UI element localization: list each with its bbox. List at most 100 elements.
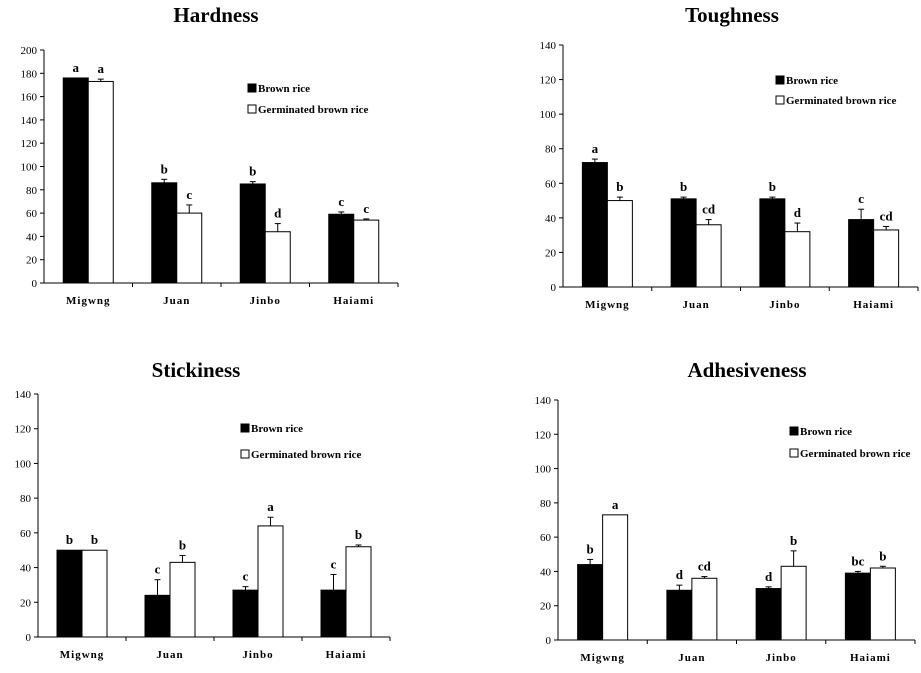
stickiness-bar-germinated-brown-rice (81, 549, 108, 638)
stickiness-legend-label: Brown rice (251, 423, 303, 435)
adhesiveness-title: Adhesiveness (687, 358, 806, 382)
toughness-bar-brown-rice (848, 219, 875, 288)
stickiness-y-tick-label: 40 (20, 563, 32, 575)
stickiness-significance-label: b (66, 532, 73, 547)
adhesiveness-bar-germinated-brown-rice (691, 577, 718, 641)
stickiness-y-tick-label: 80 (20, 493, 32, 505)
toughness-significance-label: cd (880, 209, 894, 224)
hardness-bar-brown-rice (151, 182, 178, 284)
toughness-significance-label: c (858, 191, 864, 206)
hardness-bar-brown-rice (328, 213, 355, 284)
adhesiveness-significance-label: b (879, 548, 886, 563)
chart-hardness: Hardness 0 20 40 60 80 100 120 140 160 180 200 Migwn… (21, 3, 399, 307)
stickiness-legend-swatch (240, 449, 250, 459)
stickiness-bar-brown-rice (320, 589, 347, 638)
stickiness-significance-label: b (355, 527, 362, 542)
stickiness-bar-germinated-brown-rice (169, 561, 196, 638)
hardness-category-label: Haiami (333, 295, 374, 307)
stickiness-y-tick-label: 120 (15, 424, 32, 436)
hardness-y-tick-label: 0 (32, 278, 38, 290)
adhesiveness-y-tick-label: 80 (540, 498, 552, 510)
stickiness-category-label: Jinbo (242, 649, 273, 661)
hardness-bar-brown-rice (239, 183, 266, 284)
stickiness-y-tick-label: 140 (15, 389, 32, 401)
toughness-significance-label: b (769, 179, 776, 194)
toughness-significance-label: cd (702, 202, 716, 217)
hardness-bar-germinated-brown-rice (87, 80, 114, 284)
toughness-bar-brown-rice (759, 198, 786, 288)
chart-adhesiveness: Adhesiveness 0 20 40 60 80 100 120 140 Migwng b a Ju… (535, 358, 916, 664)
toughness-significance-label: b (616, 179, 623, 194)
toughness-y-tick-label: 140 (540, 40, 557, 52)
hardness-legend-swatch (247, 83, 257, 93)
hardness-legend-label: Brown rice (258, 83, 310, 95)
hardness-y-tick-label: 160 (21, 92, 38, 104)
adhesiveness-legend-label: Brown rice (800, 426, 852, 438)
adhesiveness-significance-label: bc (851, 553, 864, 568)
adhesiveness-bar-germinated-brown-rice (869, 567, 896, 641)
toughness-y-tick-label: 60 (545, 178, 557, 190)
stickiness-category-label: Migwng (60, 649, 105, 661)
stickiness-bar-germinated-brown-rice (257, 525, 284, 638)
chart-toughness: Toughness 0 20 40 60 80 100 120 140 Migwng a b Juan b… (540, 3, 919, 311)
hardness-y-tick-label: 40 (26, 231, 38, 243)
hardness-y-tick-label: 80 (26, 185, 38, 197)
stickiness-bar-brown-rice (232, 589, 259, 638)
stickiness-bar-brown-rice (56, 549, 83, 638)
adhesiveness-y-tick-label: 100 (535, 464, 552, 476)
stickiness-significance-label: c (155, 562, 161, 577)
adhesiveness-significance-label: a (612, 497, 619, 512)
hardness-category-label: Migwng (66, 295, 111, 307)
toughness-legend-swatch (775, 75, 785, 85)
adhesiveness-significance-label: b (587, 541, 594, 556)
stickiness-title: Stickiness (152, 358, 241, 382)
adhesiveness-significance-label: d (765, 569, 773, 584)
stickiness-y-tick-label: 20 (20, 597, 32, 609)
stickiness-significance-label: c (243, 569, 249, 584)
stickiness-category-label: Juan (156, 649, 183, 661)
hardness-bar-germinated-brown-rice (353, 219, 380, 284)
hardness-y-tick-label: 60 (26, 208, 38, 220)
hardness-y-tick-label: 120 (21, 138, 38, 150)
stickiness-significance-label: b (179, 537, 186, 552)
toughness-y-tick-label: 80 (545, 144, 557, 156)
adhesiveness-category-label: Migwng (580, 652, 625, 664)
adhesiveness-y-tick-label: 60 (540, 532, 552, 544)
adhesiveness-legend-swatch (789, 426, 799, 436)
hardness-y-tick-label: 100 (21, 162, 38, 174)
hardness-significance-label: d (274, 206, 282, 221)
adhesiveness-y-tick-label: 20 (540, 601, 552, 613)
toughness-title: Toughness (685, 3, 779, 27)
adhesiveness-category-label: Juan (678, 652, 705, 664)
toughness-significance-label: b (680, 179, 687, 194)
toughness-category-label: Haiami (853, 299, 894, 311)
hardness-category-label: Juan (163, 295, 190, 307)
toughness-y-tick-label: 40 (545, 213, 557, 225)
stickiness-category-label: Haiami (326, 649, 367, 661)
adhesiveness-significance-label: cd (698, 559, 712, 574)
hardness-y-tick-label: 20 (26, 255, 38, 267)
adhesiveness-legend-label: Germinated brown rice (800, 448, 911, 460)
toughness-category-label: Jinbo (769, 299, 800, 311)
toughness-y-tick-label: 20 (545, 247, 557, 259)
hardness-significance-label: b (249, 164, 256, 179)
adhesiveness-y-tick-label: 40 (540, 566, 552, 578)
adhesiveness-category-label: Haiami (850, 652, 891, 664)
toughness-y-tick-label: 100 (540, 109, 557, 121)
toughness-y-tick-label: 120 (540, 75, 557, 87)
adhesiveness-y-tick-label: 0 (546, 635, 552, 647)
toughness-bar-germinated-brown-rice (873, 229, 900, 288)
adhesiveness-bar-brown-rice (666, 589, 693, 641)
hardness-bar-germinated-brown-rice (176, 212, 203, 284)
toughness-bar-brown-rice (670, 198, 697, 288)
hardness-y-tick-label: 140 (21, 115, 38, 127)
toughness-category-label: Migwng (585, 299, 630, 311)
stickiness-legend-label: Germinated brown rice (251, 449, 362, 461)
stickiness-bar-brown-rice (144, 594, 171, 638)
toughness-significance-label: d (794, 205, 802, 220)
hardness-category-label: Jinbo (250, 295, 281, 307)
toughness-legend-label: Brown rice (786, 75, 838, 87)
adhesiveness-bar-brown-rice (577, 564, 604, 641)
hardness-legend-label: Germinated brown rice (258, 104, 369, 116)
